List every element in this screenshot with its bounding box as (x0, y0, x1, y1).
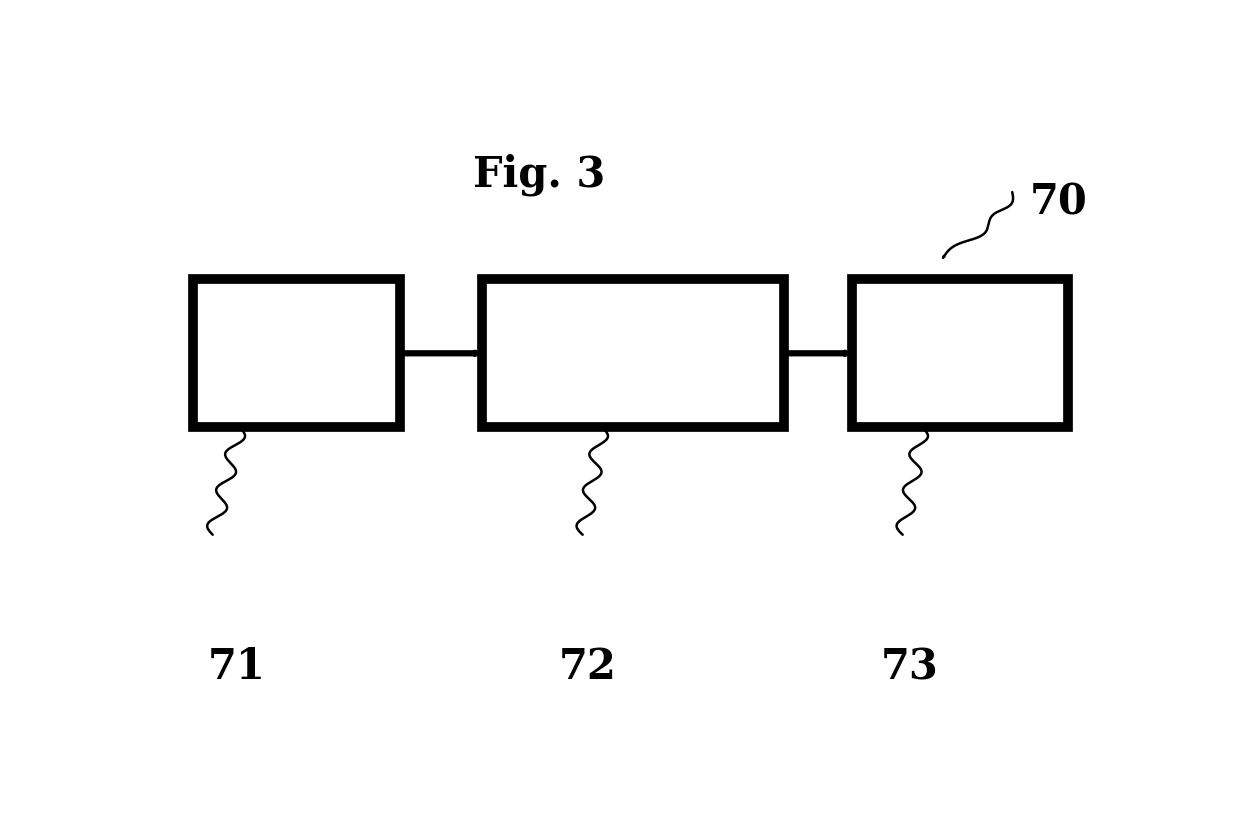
Bar (193, 278, 401, 427)
Bar (852, 278, 1068, 427)
Text: 73: 73 (880, 646, 939, 689)
Text: 71: 71 (208, 646, 265, 689)
Text: 72: 72 (558, 646, 616, 689)
Bar (481, 278, 785, 427)
Text: Fig. 3: Fig. 3 (474, 154, 605, 195)
Text: 70: 70 (1029, 181, 1087, 224)
